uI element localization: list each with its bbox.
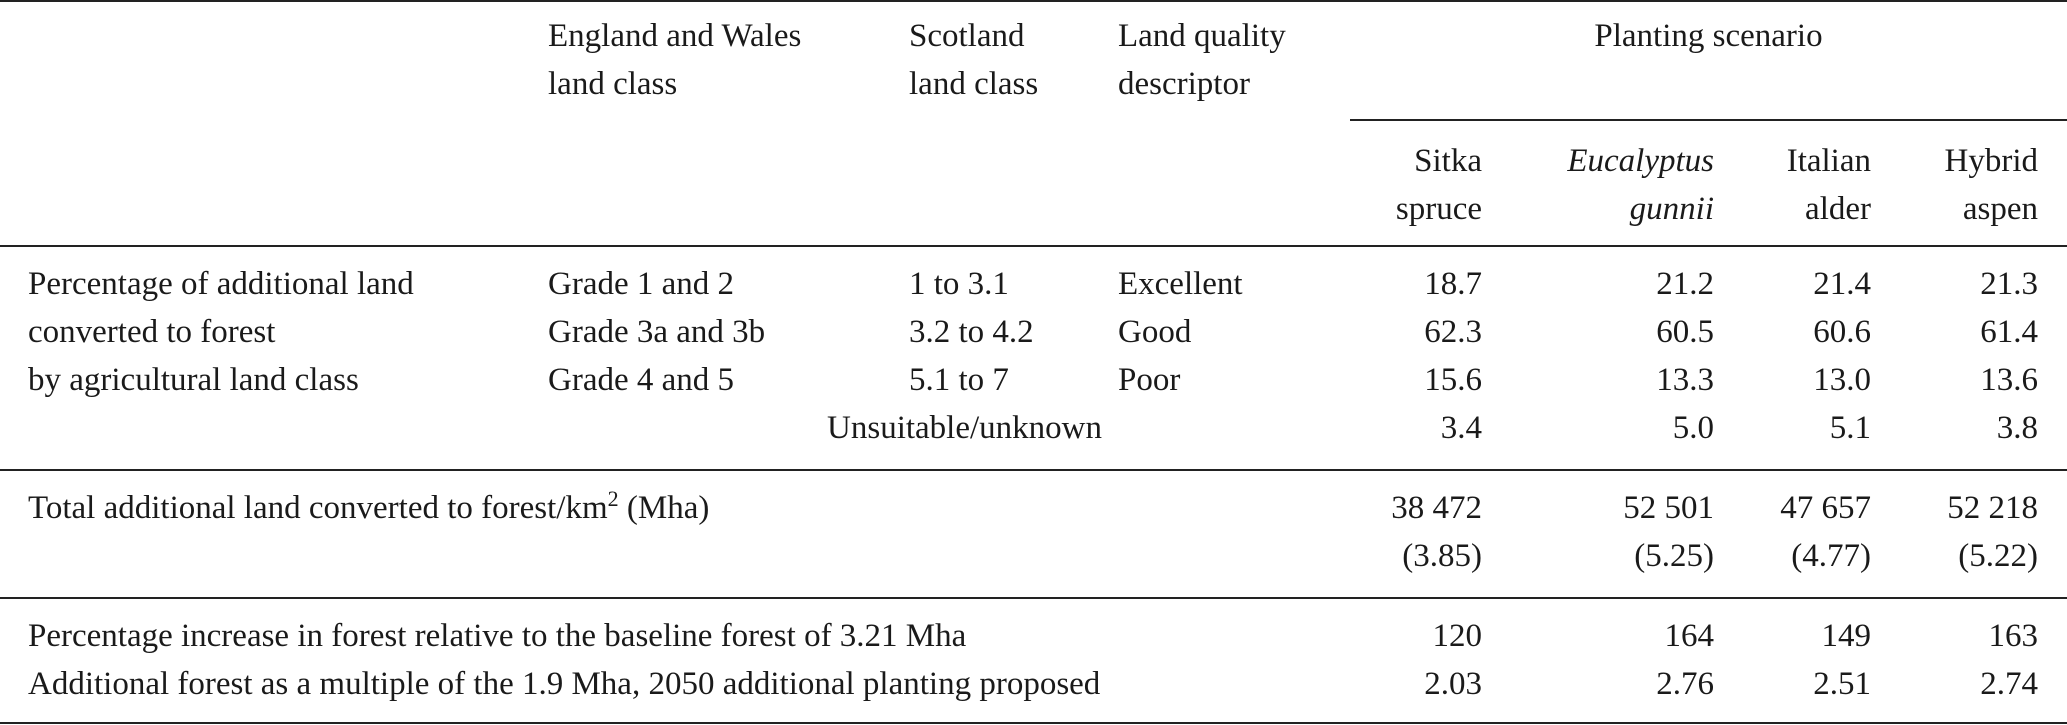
section1-label-line2: converted to forest: [28, 314, 276, 350]
header-species-italian-alder-line1: Italian: [1786, 143, 1871, 179]
total-land-label: Total additional land converted to fores…: [28, 488, 710, 526]
row-label: Additional forest as a multiple of the 1…: [28, 666, 1101, 702]
row-scotland-class: 3.2 to 4.2: [909, 314, 1034, 350]
mha-italian-alder: (4.77): [1791, 538, 1871, 574]
value-italian-alder: 47 657: [1780, 490, 1871, 526]
header-scotland-land-class-line1: Scotland: [909, 18, 1025, 54]
row-ew-class: Grade 4 and 5: [548, 362, 735, 398]
row-quality: Poor: [1118, 362, 1181, 398]
header-species-eucalyptus-line1: Eucalyptus: [1567, 143, 1714, 179]
value-eucalyptus: 52 501: [1623, 490, 1714, 526]
value-italian-alder: 149: [1821, 618, 1872, 654]
value-italian-alder: 2.51: [1813, 666, 1871, 702]
header-species-italian-alder-line2: alder: [1805, 191, 1871, 227]
row-label: Percentage increase in forest relative t…: [28, 618, 967, 654]
value-eucalyptus: 60.5: [1656, 314, 1714, 350]
section1-label-line3: by agricultural land class: [28, 362, 359, 398]
value-eucalyptus: 21.2: [1656, 266, 1714, 302]
value-sitka: 3.4: [1440, 410, 1482, 446]
planting-scenario-rule: [1350, 119, 2067, 121]
total-land-label-unit: (Mha): [618, 490, 710, 526]
value-eucalyptus: 13.3: [1656, 362, 1714, 398]
value-hybrid-aspen: 13.6: [1980, 362, 2038, 398]
mha-hybrid-aspen: (5.22): [1958, 538, 2038, 574]
section1-label-line1: Percentage of additional land: [28, 266, 414, 302]
value-italian-alder: 5.1: [1829, 410, 1871, 446]
row-quality: Excellent: [1118, 266, 1243, 302]
header-ew-land-class-line1: England and Wales: [548, 18, 802, 54]
mha-eucalyptus: (5.25): [1634, 538, 1714, 574]
mha-sitka: (3.85): [1402, 538, 1482, 574]
value-italian-alder: 13.0: [1813, 362, 1871, 398]
value-sitka: 62.3: [1424, 314, 1482, 350]
header-planting-scenario: Planting scenario: [1594, 18, 1823, 54]
value-hybrid-aspen: 163: [1988, 618, 2039, 654]
row-scotland-class: 5.1 to 7: [909, 362, 1009, 398]
value-hybrid-aspen: 52 218: [1947, 490, 2038, 526]
value-sitka: 2.03: [1424, 666, 1482, 702]
header-species-sitka-line2: spruce: [1395, 191, 1482, 227]
value-sitka: 15.6: [1424, 362, 1482, 398]
total-land-label-superscript: 2: [607, 486, 619, 511]
row-quality: Good: [1118, 314, 1192, 350]
value-hybrid-aspen: 2.74: [1980, 666, 2038, 702]
value-eucalyptus: 5.0: [1672, 410, 1714, 446]
value-italian-alder: 60.6: [1813, 314, 1871, 350]
value-hybrid-aspen: 21.3: [1980, 266, 2038, 302]
value-sitka: 18.7: [1424, 266, 1482, 302]
header-species-hybrid-aspen-line2: aspen: [1962, 191, 2038, 227]
header-scotland-land-class-line2: land class: [909, 66, 1039, 102]
row-scotland-class: 1 to 3.1: [909, 266, 1009, 302]
header-bottom-rule: [0, 245, 2067, 247]
value-hybrid-aspen: 3.8: [1996, 410, 2038, 446]
row-unsuitable-label: Unsuitable/unknown: [827, 410, 1102, 446]
header-land-quality-line2: descriptor: [1118, 66, 1250, 102]
header-species-hybrid-aspen-line1: Hybrid: [1944, 143, 2039, 179]
header-ew-land-class-line2: land class: [548, 66, 678, 102]
value-hybrid-aspen: 61.4: [1980, 314, 2038, 350]
value-sitka: 120: [1432, 618, 1483, 654]
header-species-eucalyptus-line2: gunnii: [1629, 191, 1714, 227]
value-sitka: 38 472: [1391, 490, 1482, 526]
section1-bottom-rule: [0, 469, 2067, 471]
header-species-sitka-line1: Sitka: [1414, 143, 1482, 179]
value-eucalyptus: 2.76: [1656, 666, 1714, 702]
section2-bottom-rule: [0, 597, 2067, 599]
row-ew-class: Grade 1 and 2: [548, 266, 735, 302]
value-eucalyptus: 164: [1664, 618, 1715, 654]
row-ew-class: Grade 3a and 3b: [548, 314, 766, 350]
table-bottom-rule: [0, 722, 2067, 724]
value-italian-alder: 21.4: [1813, 266, 1871, 302]
table-top-rule: [0, 0, 2067, 2]
header-land-quality-line1: Land quality: [1118, 18, 1286, 54]
total-land-label-text: Total additional land converted to fores…: [28, 490, 608, 526]
